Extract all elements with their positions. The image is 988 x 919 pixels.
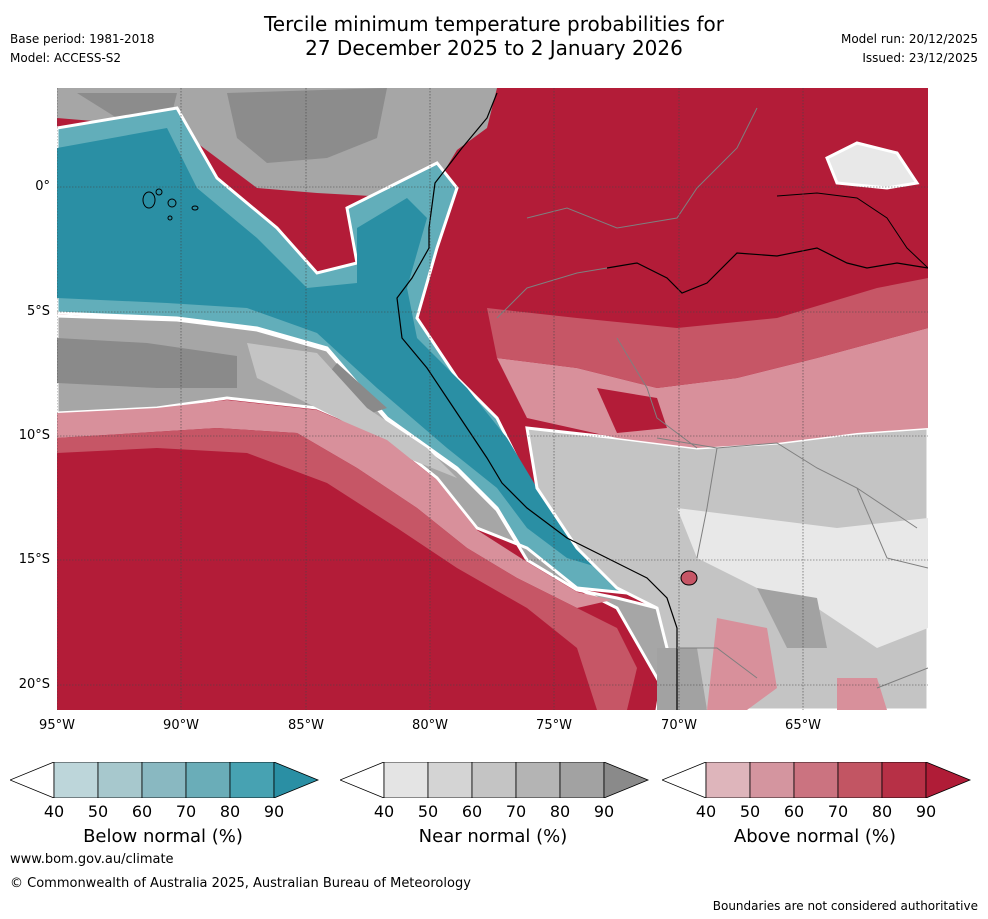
colorbar-near-arrow-low xyxy=(340,762,385,798)
region-neutral-blob xyxy=(825,141,920,190)
cb-near-tick: 70 xyxy=(505,802,527,821)
region-above-east-mid xyxy=(487,278,928,388)
colorbar-near xyxy=(340,762,650,798)
region-near-south-dark xyxy=(57,338,387,418)
region-below-core xyxy=(57,128,637,573)
country-borders xyxy=(496,107,928,689)
colorbar-below xyxy=(10,762,320,798)
model-run: Model run: 20/12/2025 xyxy=(840,32,978,46)
cb-above-tick: 50 xyxy=(739,802,761,821)
colorbar-near-segment xyxy=(515,762,561,798)
lat-label-5s: 5°S xyxy=(26,304,50,319)
lon-label-70w: 70°W xyxy=(661,718,697,733)
cb-below-tick: 70 xyxy=(175,802,197,821)
colorbar-below-segment xyxy=(229,762,275,798)
region-near-southeast-dark xyxy=(657,588,827,710)
colorbar-above-segment xyxy=(749,762,795,798)
colorbar-above-segment xyxy=(881,762,927,798)
lat-label-10s: 10°S xyxy=(18,428,50,443)
cb-below-tick: 60 xyxy=(131,802,153,821)
cb-near-tick: 40 xyxy=(373,802,395,821)
base-period: Base period: 1981-2018 xyxy=(10,32,155,46)
cb-below-tick: 90 xyxy=(263,802,285,821)
cb-near-title: Near normal (%) xyxy=(418,826,568,847)
graticule xyxy=(57,88,928,710)
cb-below-tick: 80 xyxy=(219,802,241,821)
title-line-2: 27 December 2025 to 2 January 2026 xyxy=(305,36,683,60)
map-title: Tercile minimum temperature probabilitie… xyxy=(0,12,988,60)
colorbar-below-segment xyxy=(141,762,187,798)
cb-above-tick: 90 xyxy=(915,802,937,821)
region-neutral-southeast xyxy=(677,508,928,648)
cb-near-tick: 90 xyxy=(593,802,615,821)
colorbar-near-segment xyxy=(427,762,473,798)
colorbar-near-segments xyxy=(340,762,650,798)
region-above-east-light xyxy=(497,328,928,448)
lat-label-0: 0° xyxy=(35,179,50,194)
lon-label-75w: 75°W xyxy=(536,718,572,733)
meta-left: Base period: 1981-2018 Model: ACCESS-S2 xyxy=(10,30,155,68)
probability-map xyxy=(57,88,928,710)
region-above-southeast xyxy=(707,618,887,710)
cb-near-tick: 80 xyxy=(549,802,571,821)
cb-near-tick: 50 xyxy=(417,802,439,821)
meta-right: Model run: 20/12/2025 Issued: 23/12/2025 xyxy=(841,30,978,68)
colorbar-near-segment xyxy=(383,762,429,798)
copyright: © Commonwealth of Australia 2025, Austra… xyxy=(10,876,471,891)
colorbar-below-segment xyxy=(185,762,231,798)
colorbar-below-segment xyxy=(53,762,99,798)
colorbar-above-segment xyxy=(705,762,751,798)
lon-label-65w: 65°W xyxy=(785,718,821,733)
lake-titicaca xyxy=(680,570,698,586)
colorbar-near-segment xyxy=(559,762,605,798)
lat-label-20s: 20°S xyxy=(18,677,50,692)
colorbar-above-arrow-low xyxy=(662,762,707,798)
lon-label-95w: 95°W xyxy=(39,718,75,733)
colorbar-below-segment xyxy=(97,762,143,798)
cb-below-title: Below normal (%) xyxy=(83,826,243,847)
map-svg xyxy=(57,88,928,710)
title-line-1: Tercile minimum temperature probabilitie… xyxy=(263,12,725,36)
region-above-edge xyxy=(57,400,612,608)
lon-label-85w: 85°W xyxy=(288,718,324,733)
cb-above-tick: 70 xyxy=(827,802,849,821)
lat-label-15s: 15°S xyxy=(18,552,50,567)
region-above-core-patch xyxy=(597,388,667,433)
cb-above-title: Above normal (%) xyxy=(733,826,897,847)
cb-above-tick: 60 xyxy=(783,802,805,821)
lon-label-80w: 80°W xyxy=(412,718,448,733)
cb-below-tick: 50 xyxy=(87,802,109,821)
colorbar-above xyxy=(662,762,972,798)
colorbar-above-arrow-high xyxy=(925,762,972,798)
colorbar-near-arrow-high xyxy=(603,762,650,798)
galapagos-islands xyxy=(142,188,199,221)
river-amazon xyxy=(606,247,928,294)
colorbar-above-segments xyxy=(662,762,972,798)
river-upper xyxy=(776,192,928,269)
website-link[interactable]: www.bom.gov.au/climate xyxy=(10,852,174,867)
disclaimer: Boundaries are not considered authoritat… xyxy=(712,899,978,913)
colorbar-below-arrow-high xyxy=(273,762,320,798)
cb-below-tick: 40 xyxy=(43,802,65,821)
colorbar-near-segment xyxy=(471,762,517,798)
cb-near-tick: 60 xyxy=(461,802,483,821)
lon-label-90w: 90°W xyxy=(163,718,199,733)
region-near-south-light xyxy=(247,343,457,478)
region-above-edge-mid xyxy=(57,428,637,710)
coastline xyxy=(396,92,678,710)
cb-above-tick: 80 xyxy=(871,802,893,821)
colorbar-below-arrow-low xyxy=(10,762,55,798)
region-near-north-dark xyxy=(77,88,387,163)
colorbar-above-segment xyxy=(837,762,883,798)
model-name: Model: ACCESS-S2 xyxy=(10,51,122,65)
issued-date: Issued: 23/12/2025 xyxy=(862,51,978,65)
cb-above-tick: 40 xyxy=(695,802,717,821)
colorbar-above-segment xyxy=(793,762,839,798)
colorbar-below-segments xyxy=(10,762,320,798)
